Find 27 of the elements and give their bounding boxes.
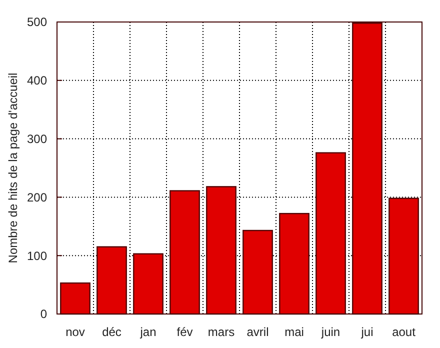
y-tick-label: 500: [26, 15, 48, 30]
bar: [388, 198, 419, 315]
x-tick-label: mars: [208, 325, 235, 339]
bar: [133, 253, 164, 315]
y-tick-label: 400: [26, 74, 48, 88]
x-tick-label: déc: [102, 325, 122, 339]
x-tick-label: nov: [66, 325, 85, 339]
x-tick-label: jui: [360, 325, 374, 339]
x-tick-label: aout: [392, 325, 416, 339]
bar: [170, 190, 200, 315]
x-tick-label: fév: [176, 325, 193, 339]
bar: [352, 22, 382, 315]
y-axis-title: Nombre de hits de la page d'accueil: [6, 72, 20, 264]
bar: [242, 230, 273, 315]
x-tick-label: juin: [320, 325, 340, 339]
y-tick-label: 200: [26, 190, 48, 204]
bar: [316, 152, 346, 315]
x-tick-label: avril: [246, 325, 269, 339]
bar: [60, 282, 90, 315]
bar: [96, 246, 127, 315]
x-tick-label: mai: [284, 325, 304, 339]
y-tick-label: 0: [40, 307, 48, 322]
y-tick-label: 300: [26, 132, 48, 146]
x-tick-label: jan: [139, 325, 156, 339]
bar: [206, 186, 236, 315]
bar: [279, 212, 310, 315]
y-tick-label: 100: [26, 248, 48, 263]
